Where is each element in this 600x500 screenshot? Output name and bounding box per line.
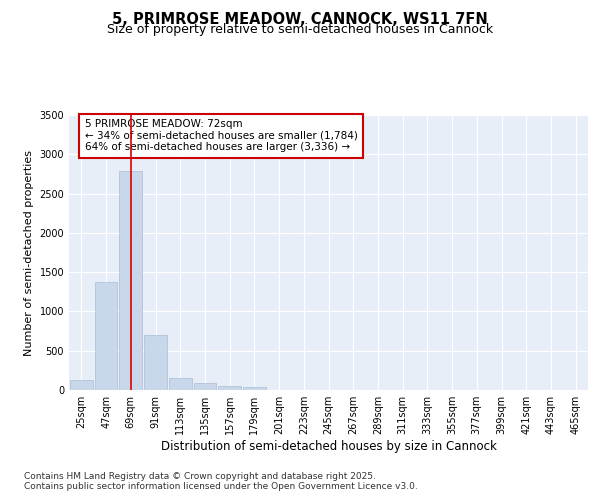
Bar bbox=[70, 380, 93, 390]
Text: Contains public sector information licensed under the Open Government Licence v3: Contains public sector information licen… bbox=[24, 482, 418, 491]
Text: 5 PRIMROSE MEADOW: 72sqm
← 34% of semi-detached houses are smaller (1,784)
64% o: 5 PRIMROSE MEADOW: 72sqm ← 34% of semi-d… bbox=[85, 119, 358, 152]
Bar bbox=[119, 171, 142, 390]
Bar bbox=[218, 386, 241, 390]
Bar bbox=[144, 335, 167, 390]
Text: Size of property relative to semi-detached houses in Cannock: Size of property relative to semi-detach… bbox=[107, 22, 493, 36]
Text: 5, PRIMROSE MEADOW, CANNOCK, WS11 7FN: 5, PRIMROSE MEADOW, CANNOCK, WS11 7FN bbox=[112, 12, 488, 28]
X-axis label: Distribution of semi-detached houses by size in Cannock: Distribution of semi-detached houses by … bbox=[161, 440, 496, 453]
Bar bbox=[194, 382, 216, 390]
Bar bbox=[169, 378, 191, 390]
Y-axis label: Number of semi-detached properties: Number of semi-detached properties bbox=[24, 150, 34, 356]
Bar bbox=[243, 387, 266, 390]
Text: Contains HM Land Registry data © Crown copyright and database right 2025.: Contains HM Land Registry data © Crown c… bbox=[24, 472, 376, 481]
Bar bbox=[95, 282, 118, 390]
